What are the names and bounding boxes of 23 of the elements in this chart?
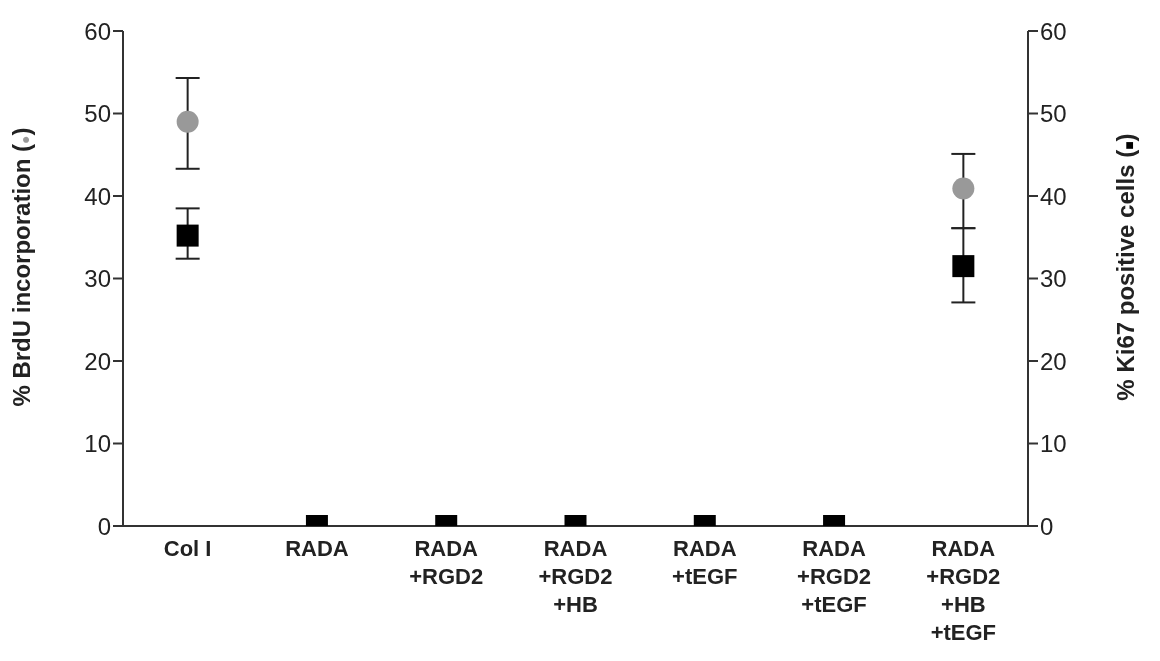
y2-tick-label: 10 — [1040, 430, 1067, 458]
y-tick-label: 20 — [84, 347, 111, 375]
y2-tick-label: 40 — [1040, 182, 1067, 210]
y-tick-label: 50 — [84, 100, 111, 128]
x-tick-label: RADA +RGD2 — [409, 536, 484, 589]
x-tick-label: RADA +RGD2 +HB +tEGF — [926, 536, 1001, 645]
y2-tick-label: 20 — [1040, 347, 1067, 375]
x-tick-label: RADA +tEGF — [672, 536, 738, 589]
x-tick-label: Col I — [163, 536, 212, 561]
y-tick-label: 40 — [84, 182, 111, 210]
y2-tick-label: 0 — [1040, 512, 1054, 540]
y-tick-label: 30 — [84, 265, 111, 293]
y-tick-label: 0 — [97, 512, 111, 540]
x-tick-label: RADA +RGD2 +HB — [538, 536, 613, 617]
y2-tick-label: 60 — [1040, 17, 1067, 45]
y-tick-label: 60 — [84, 17, 111, 45]
y2-axis-title: % Ki67 positive cells (■) — [1112, 133, 1139, 401]
x-tick-label: RADA — [285, 536, 349, 561]
y2-tick-label: 50 — [1040, 100, 1067, 128]
y2-tick-label: 30 — [1040, 265, 1067, 293]
x-tick-label: RADA +RGD2 +tEGF — [797, 536, 872, 617]
y-axis-title: % BrdU incorporation (●) — [8, 127, 35, 407]
y-tick-label: 10 — [84, 430, 111, 458]
